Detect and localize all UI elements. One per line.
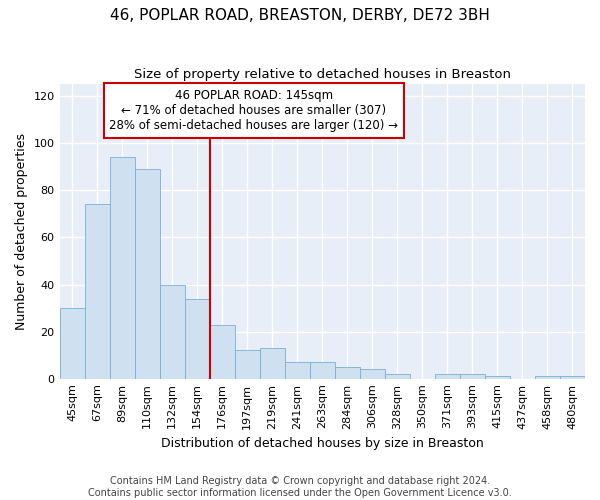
Bar	[209, 324, 235, 378]
Bar	[185, 298, 209, 378]
Bar	[85, 204, 110, 378]
Bar	[335, 367, 360, 378]
Text: Contains HM Land Registry data © Crown copyright and database right 2024.
Contai: Contains HM Land Registry data © Crown c…	[88, 476, 512, 498]
Bar	[385, 374, 410, 378]
Bar	[535, 376, 560, 378]
X-axis label: Distribution of detached houses by size in Breaston: Distribution of detached houses by size …	[161, 437, 484, 450]
Bar	[560, 376, 585, 378]
Bar	[110, 158, 134, 378]
Bar	[59, 308, 85, 378]
Bar	[285, 362, 310, 378]
Bar	[310, 362, 335, 378]
Bar	[360, 370, 385, 378]
Title: Size of property relative to detached houses in Breaston: Size of property relative to detached ho…	[134, 68, 511, 80]
Bar	[435, 374, 460, 378]
Bar	[460, 374, 485, 378]
Text: 46, POPLAR ROAD, BREASTON, DERBY, DE72 3BH: 46, POPLAR ROAD, BREASTON, DERBY, DE72 3…	[110, 8, 490, 22]
Y-axis label: Number of detached properties: Number of detached properties	[15, 133, 28, 330]
Text: 46 POPLAR ROAD: 145sqm
← 71% of detached houses are smaller (307)
28% of semi-de: 46 POPLAR ROAD: 145sqm ← 71% of detached…	[109, 89, 398, 132]
Bar	[260, 348, 285, 378]
Bar	[134, 169, 160, 378]
Bar	[485, 376, 510, 378]
Bar	[160, 284, 185, 378]
Bar	[235, 350, 260, 378]
